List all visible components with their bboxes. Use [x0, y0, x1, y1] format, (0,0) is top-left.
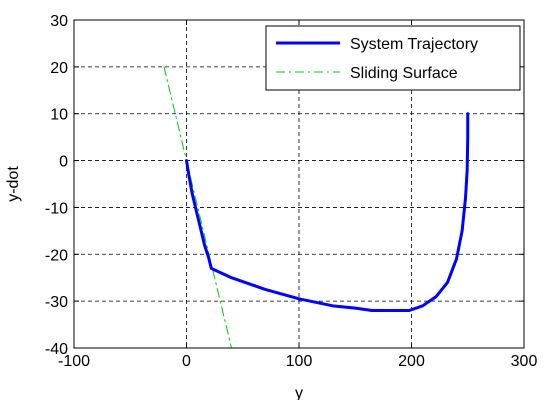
- x-tick-label: 0: [182, 353, 191, 370]
- series-layer: [163, 66, 470, 349]
- y-tick-label: 20: [50, 60, 68, 77]
- y-tick-label: -20: [45, 247, 68, 264]
- x-tick-label: 100: [286, 353, 313, 370]
- y-tick-label: 10: [50, 107, 68, 124]
- legend-label-sliding-surface: Sliding Surface: [350, 65, 458, 82]
- y-tick-label: -10: [45, 200, 68, 217]
- y-axis-label: y-dot: [5, 166, 22, 202]
- y-tick-label: 0: [59, 154, 68, 171]
- legend-label-system-trajectory: System Trajectory: [350, 36, 478, 53]
- legend: System Trajectory Sliding Surface: [265, 25, 521, 91]
- x-tick-label: -100: [58, 353, 90, 370]
- x-tick-label: 200: [398, 353, 425, 370]
- y-tick-label: 30: [50, 13, 68, 30]
- series-line-system-trajectory: [185, 112, 470, 313]
- x-tick-label: 300: [511, 353, 538, 370]
- legend-box: [265, 25, 521, 91]
- y-tick-label: -40: [45, 341, 68, 358]
- x-axis-label: y: [295, 385, 303, 400]
- series-line-sliding-surface: [163, 66, 232, 349]
- y-tick-label: -30: [45, 294, 68, 311]
